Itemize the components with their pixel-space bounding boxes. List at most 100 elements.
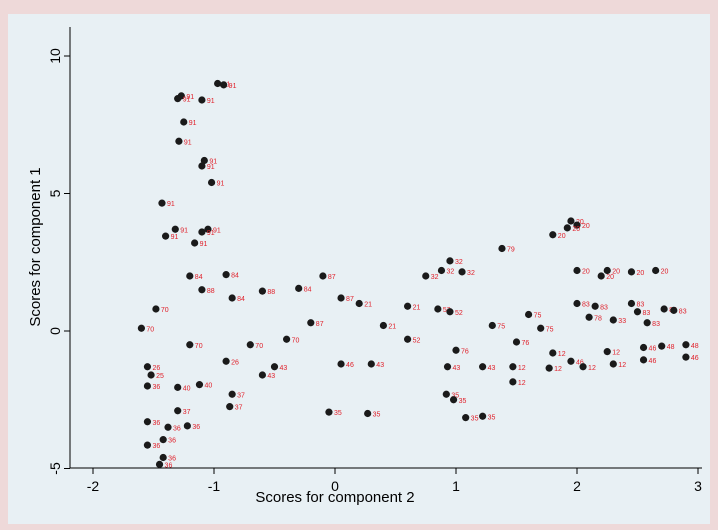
data-point-label: 12 <box>612 350 620 357</box>
data-point <box>609 360 617 368</box>
data-point <box>143 382 152 390</box>
data-point-label: 35 <box>373 412 381 419</box>
data-point-label: 83 <box>636 302 644 309</box>
data-point <box>220 81 228 89</box>
x-axis-title: Scores for component 2 <box>255 489 414 506</box>
data-point-label: 36 <box>168 456 176 463</box>
data-point <box>633 308 642 316</box>
data-point <box>404 335 412 343</box>
data-point-label: 83 <box>679 308 687 315</box>
data-point <box>207 178 216 187</box>
data-point <box>479 412 487 420</box>
data-point-label: 84 <box>195 274 203 281</box>
data-point <box>498 244 506 253</box>
data-point-label: 83 <box>652 321 660 328</box>
data-point-label: 32 <box>455 259 463 266</box>
data-point-label: 12 <box>518 380 526 387</box>
data-point-label: 12 <box>588 365 596 372</box>
data-point-label: 35 <box>334 410 342 417</box>
data-point-label: 32 <box>467 270 475 277</box>
data-point <box>682 341 690 349</box>
data-point-label: 20 <box>572 226 580 233</box>
data-point-label: 12 <box>518 365 526 372</box>
data-point-label: 35 <box>451 392 459 399</box>
data-point-label: 91 <box>207 98 215 105</box>
data-point-label: 36 <box>168 438 176 445</box>
data-point <box>443 363 452 371</box>
data-point <box>682 353 690 361</box>
data-point-label: 26 <box>152 365 160 372</box>
data-point <box>488 321 496 330</box>
data-point-label: 36 <box>192 424 200 431</box>
data-point <box>639 343 648 352</box>
data-point <box>549 349 557 357</box>
data-point <box>446 257 454 265</box>
data-point-label: 91 <box>207 230 215 237</box>
data-point-label: 36 <box>152 420 160 427</box>
data-point <box>186 341 194 349</box>
data-point-label: 21 <box>413 304 421 311</box>
data-point-label: 43 <box>280 365 288 372</box>
data-point <box>452 346 460 354</box>
data-point-label: 35 <box>471 416 479 423</box>
data-point-label: 87 <box>316 321 324 328</box>
data-point <box>147 371 155 379</box>
y-tick-label: 5 <box>47 189 63 197</box>
data-point-label: 43 <box>453 365 461 372</box>
data-point <box>164 423 172 431</box>
data-point-label: 91 <box>209 159 217 166</box>
data-point-label: 40 <box>183 385 191 392</box>
data-point-label: 20 <box>661 269 669 276</box>
data-point-label: 43 <box>267 373 275 380</box>
data-point <box>204 225 212 233</box>
data-point <box>670 306 678 314</box>
data-point <box>226 403 234 411</box>
data-point <box>639 356 648 364</box>
data-point-label: 26 <box>231 359 239 366</box>
data-point-label: 88 <box>207 288 215 295</box>
data-point-label: 91 <box>186 94 194 101</box>
data-point-label: 78 <box>594 315 602 322</box>
data-point <box>627 268 636 276</box>
data-point <box>258 371 266 379</box>
data-point-label: 37 <box>183 409 191 416</box>
data-point <box>567 357 575 365</box>
data-point-label: 83 <box>582 302 590 309</box>
data-point-label: 91 <box>167 201 175 208</box>
data-point-label: 12 <box>558 351 566 358</box>
data-point-label: 21 <box>364 302 372 309</box>
data-point-label: 91 <box>213 227 221 234</box>
data-point-label: 91 <box>180 227 188 234</box>
data-point <box>404 302 412 310</box>
chart-panel: -5 0 5 10 -2 -1 0 1 2 3 91 91 91 91 91 91 91 91 91 91 91 91… <box>8 14 710 524</box>
data-point <box>603 266 611 275</box>
data-point-label: 46 <box>649 346 657 353</box>
data-point <box>509 378 517 386</box>
data-point-label: 20 <box>606 274 614 281</box>
data-point <box>563 224 571 232</box>
data-point-label: 43 <box>488 365 496 372</box>
data-point-label: 87 <box>328 274 336 281</box>
data-point <box>295 284 303 292</box>
data-point <box>180 118 188 126</box>
data-point-label: 91 <box>217 181 225 188</box>
data-point-label: 70 <box>255 343 263 350</box>
data-point <box>509 363 517 371</box>
data-point-label: 91 <box>229 83 237 90</box>
data-point-label: 46 <box>691 355 699 362</box>
y-axis-ticks: -5 0 5 10 <box>47 48 70 475</box>
data-point-label: 20 <box>582 269 590 276</box>
data-point-label: 36 <box>165 462 173 469</box>
data-point-label: 88 <box>267 289 275 296</box>
data-point-label: 75 <box>546 326 554 333</box>
y-axis-title: Scores for component 1 <box>27 167 44 326</box>
data-point-label: 91 <box>171 234 179 241</box>
data-point-label: 91 <box>200 241 208 248</box>
data-point <box>367 360 375 368</box>
data-point-label: 83 <box>600 304 608 311</box>
data-point <box>174 383 182 391</box>
data-point <box>512 338 521 346</box>
data-point <box>549 231 557 239</box>
data-point <box>222 357 230 365</box>
data-point <box>155 460 164 468</box>
